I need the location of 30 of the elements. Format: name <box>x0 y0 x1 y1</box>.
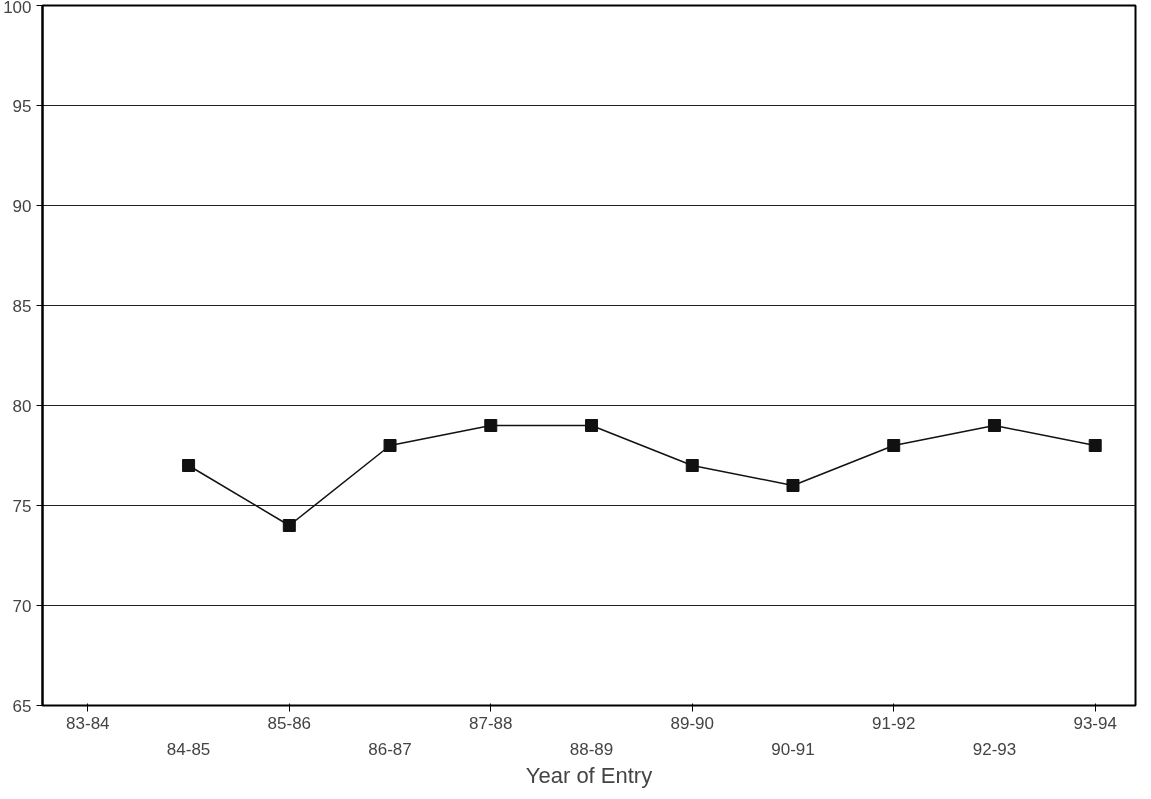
y-tick-label: 65 <box>12 696 32 716</box>
y-tick-label: 80 <box>12 396 32 416</box>
x-tick-label: 83-84 <box>66 713 110 733</box>
y-tick-label: 100 <box>3 0 32 17</box>
point <box>182 459 196 472</box>
y-tick-label: 70 <box>12 596 32 616</box>
point <box>383 439 397 452</box>
x-tick-label: 93-94 <box>1073 713 1117 733</box>
point <box>282 519 296 532</box>
x-tick-label: 91-92 <box>871 713 916 733</box>
y-tick-label: 75 <box>12 496 32 516</box>
x-tick-label: 87-88 <box>469 713 513 733</box>
x-tick-label: 86-87 <box>368 739 412 759</box>
y-tick-label: 90 <box>12 196 32 216</box>
point <box>987 419 1001 432</box>
y-tick-label: 95 <box>12 96 32 116</box>
point <box>585 419 599 432</box>
point <box>887 439 901 452</box>
x-tick-label: 84-85 <box>166 739 211 759</box>
point <box>484 419 498 432</box>
x-tick-label: 85-86 <box>267 713 312 733</box>
x-tick-label: 88-89 <box>569 739 614 759</box>
y-tick-label: 85 <box>12 296 32 316</box>
x-tick-label: 92-93 <box>972 739 1017 759</box>
x-axis-title: Year of Entry <box>525 762 653 788</box>
point <box>685 459 699 472</box>
x-tick-label: 89-90 <box>670 713 714 733</box>
point <box>786 479 800 492</box>
point <box>1088 439 1102 452</box>
x-tick-label: 90-91 <box>771 739 815 759</box>
